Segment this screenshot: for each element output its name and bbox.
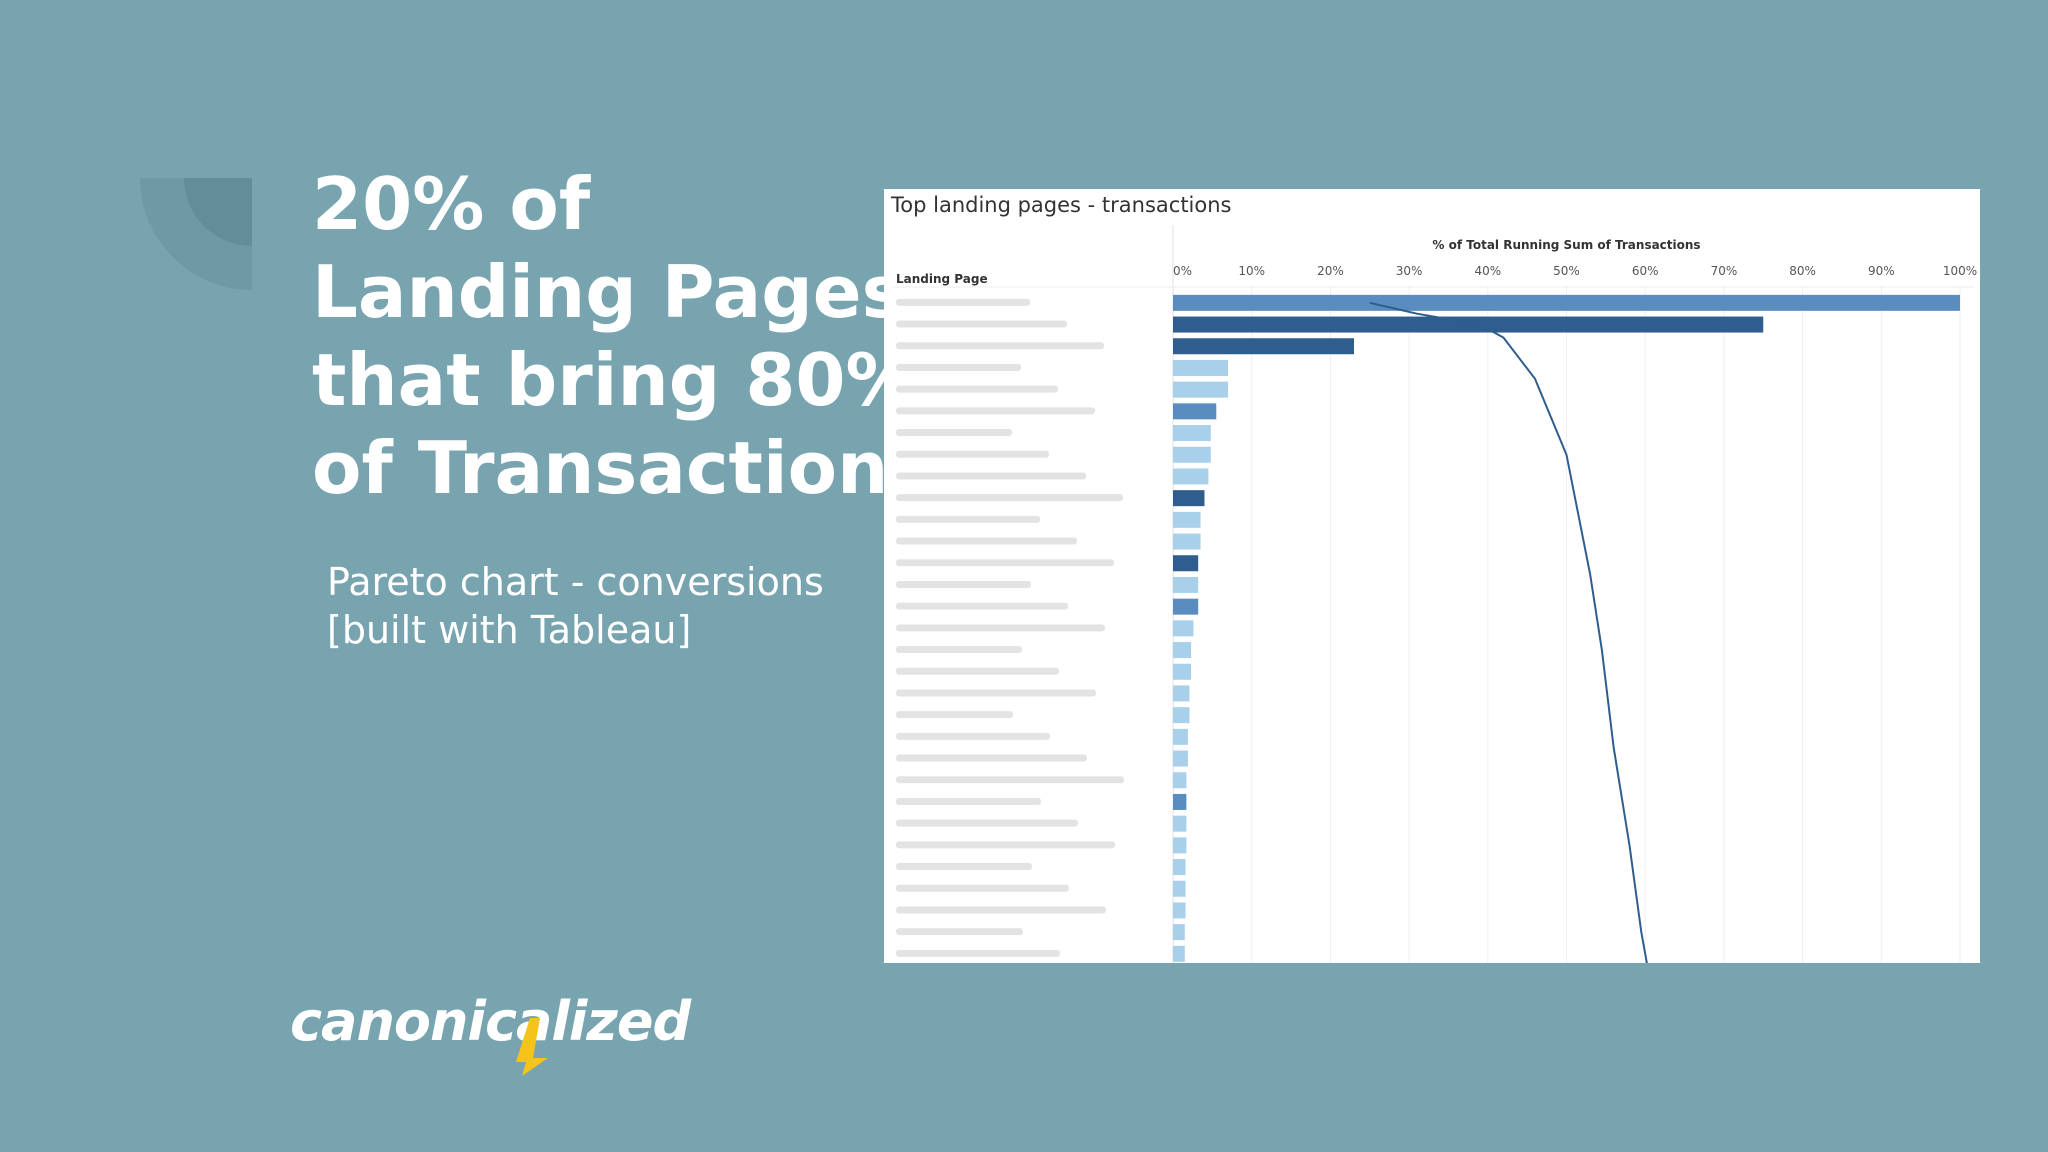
bar	[1173, 446, 1211, 463]
row-label-placeholder	[896, 754, 1087, 762]
x-tick-label: 10%	[1238, 264, 1265, 278]
headline-line-2: Landing Pages	[312, 250, 905, 334]
chart-title: Top landing pages - transactions	[891, 193, 1232, 217]
subtitle-line-1: Pareto chart - conversions	[327, 560, 824, 604]
bar	[1173, 468, 1209, 485]
row-label-placeholder	[896, 884, 1069, 892]
row-label-placeholder	[896, 385, 1058, 393]
headline-line-3: that bring 80%	[312, 338, 918, 422]
bar	[1173, 924, 1185, 941]
bar	[1173, 403, 1217, 420]
row-label-placeholder	[896, 429, 1012, 437]
row-label-placeholder	[896, 797, 1041, 805]
row-label-placeholder	[896, 646, 1022, 654]
row-label-placeholder	[896, 580, 1031, 588]
row-label-placeholder	[896, 298, 1030, 306]
pareto-line	[1369, 301, 1648, 963]
canonicalized-logo: canonicalized	[290, 990, 691, 1090]
y-axis-label: Landing Page	[896, 272, 988, 286]
headline-line-4: of Transactions	[312, 426, 932, 510]
x-tick-label: 100%	[1943, 264, 1977, 278]
row-label-placeholder	[896, 407, 1095, 415]
bar	[1173, 490, 1205, 507]
row-label-placeholder	[896, 559, 1114, 567]
row-label-placeholder	[896, 342, 1104, 350]
bar	[1173, 945, 1185, 962]
pareto-chart: 0% 10% 20% 30% 40% 50% 60% 70% 80% 90% 100% % of To…	[892, 225, 1977, 963]
decorative-arc-shape	[140, 178, 252, 290]
bar	[1173, 294, 1960, 311]
row-label-placeholder	[896, 819, 1078, 827]
row-label-placeholder	[896, 841, 1115, 849]
row-label-placeholder	[896, 863, 1032, 871]
bar	[1173, 750, 1188, 767]
bar	[1173, 685, 1190, 702]
row-label-placeholder	[896, 949, 1060, 957]
row-label-placeholder	[896, 928, 1023, 936]
bar	[1173, 728, 1188, 745]
slide-subtitle: Pareto chart - conversions [built with T…	[327, 558, 887, 654]
bar	[1173, 620, 1194, 637]
logo-lightning-icon	[516, 1018, 548, 1076]
bar	[1173, 663, 1192, 680]
row-label-placeholder	[896, 320, 1067, 328]
bar	[1173, 859, 1186, 876]
bar	[1173, 598, 1199, 615]
row-label-placeholder	[896, 906, 1106, 914]
row-label-placeholder	[896, 667, 1059, 675]
bar	[1173, 316, 1764, 333]
row-label-placeholder	[896, 624, 1105, 632]
x-tick-label: 20%	[1317, 264, 1344, 278]
bar	[1173, 359, 1229, 376]
bar	[1173, 511, 1201, 528]
bar	[1173, 642, 1192, 659]
x-tick-label: 50%	[1553, 264, 1580, 278]
row-label-placeholder	[896, 472, 1086, 480]
bar	[1173, 837, 1187, 854]
bar	[1173, 425, 1211, 442]
bar	[1173, 772, 1187, 789]
row-label-placeholder	[896, 689, 1096, 697]
x-tick-label: 30%	[1396, 264, 1423, 278]
bar	[1173, 880, 1186, 897]
bar	[1173, 793, 1187, 810]
x-tick-label: 0%	[1173, 264, 1192, 278]
row-label-placeholder	[896, 732, 1050, 740]
row-label-placeholder	[896, 363, 1021, 371]
bar	[1173, 902, 1186, 919]
bar	[1173, 576, 1199, 593]
logo-wordmark: canonicalized	[290, 990, 691, 1053]
bar	[1173, 555, 1199, 572]
chart-panel: 0% 10% 20% 30% 40% 50% 60% 70% 80% 90% 100% % of To…	[884, 189, 1980, 963]
bar	[1173, 381, 1229, 398]
row-label-placeholder	[896, 776, 1124, 784]
x-tick-label: 70%	[1711, 264, 1738, 278]
row-label-placeholder	[896, 450, 1049, 458]
headline-line-1: 20% of	[312, 162, 591, 246]
x-tick-label: 90%	[1868, 264, 1895, 278]
slide-headline: 20% of Landing Pages that bring 80% of T…	[312, 160, 932, 512]
row-label-placeholder	[896, 515, 1040, 523]
row-label-placeholder	[896, 711, 1013, 719]
bar	[1173, 533, 1201, 550]
x-axis-label: % of Total Running Sum of Transactions	[1432, 238, 1700, 252]
row-label-placeholder	[896, 537, 1077, 545]
row-label-placeholder	[896, 494, 1123, 502]
bar	[1173, 815, 1187, 832]
x-tick-label: 40%	[1474, 264, 1501, 278]
bar	[1173, 707, 1190, 724]
subtitle-line-2: [built with Tableau]	[327, 608, 692, 652]
x-tick-label: 80%	[1789, 264, 1816, 278]
bar	[1173, 338, 1355, 355]
x-tick-label: 60%	[1632, 264, 1659, 278]
row-label-placeholder	[896, 602, 1068, 610]
